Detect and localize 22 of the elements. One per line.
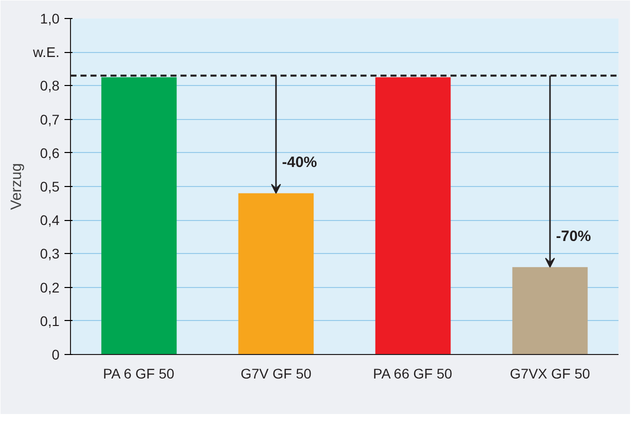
y-tick-label: w.E.: [32, 44, 60, 60]
x-tick-label: G7V GF 50: [240, 366, 312, 382]
y-tick-label: 0,5: [40, 178, 60, 194]
y-tick-label: 0,8: [40, 78, 60, 94]
bar: [101, 77, 177, 354]
x-tick-label: G7VX GF 50: [510, 366, 590, 382]
y-tick-label: 0: [52, 346, 60, 362]
bar: [375, 77, 451, 354]
y-axis-title: Verzug: [8, 163, 26, 210]
y-tick-label: 0,3: [40, 246, 60, 262]
bar: [512, 267, 588, 354]
y-tick-label: 0,2: [40, 279, 60, 296]
y-tick-label: 0,7: [40, 111, 60, 128]
x-tick-label: PA 66 GF 50: [373, 366, 452, 382]
y-tick-label: 0,4: [40, 212, 60, 228]
bar: [238, 193, 314, 354]
annotation: -70%: [556, 228, 592, 246]
annotation: -40%: [282, 154, 318, 172]
y-tick-label: 0,1: [40, 312, 60, 329]
y-tick-label: 1,0: [40, 10, 60, 26]
y-tick-label: 0,6: [40, 144, 60, 161]
x-tick-label: PA 6 GF 50: [102, 366, 174, 382]
